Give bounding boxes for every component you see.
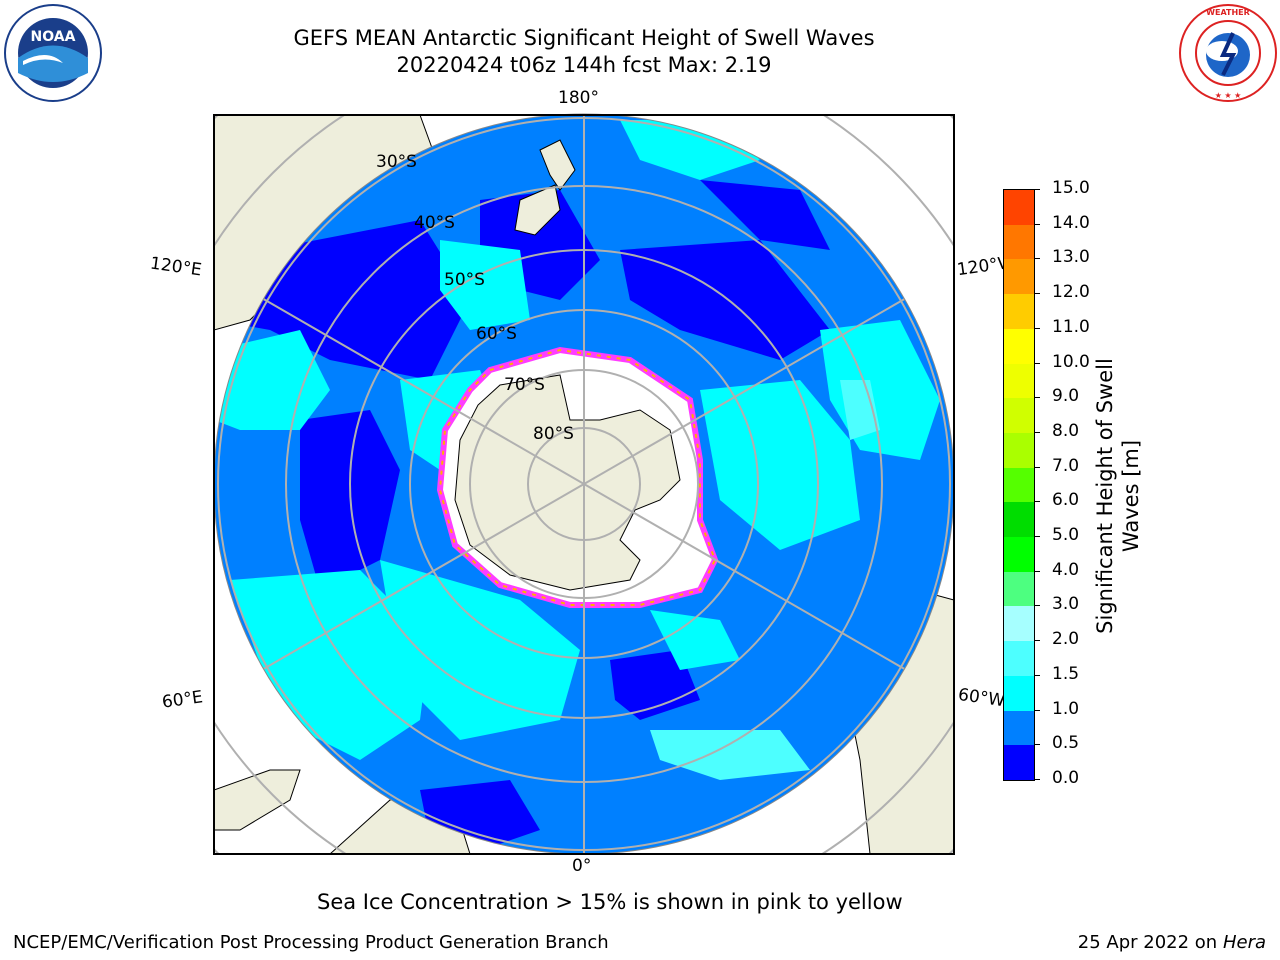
colorbar-segment xyxy=(1004,675,1034,711)
lat-label-70s: 70°S xyxy=(504,375,545,395)
colorbar-tick-label: 11.0 xyxy=(1052,316,1090,337)
colorbar-tick-label: 2.0 xyxy=(1052,629,1080,650)
svg-text:★ ★ ★: ★ ★ ★ xyxy=(1215,91,1242,100)
colorbar-segment xyxy=(1004,259,1034,295)
colorbar-tick-mark xyxy=(1034,605,1040,607)
colorbar-tick-mark xyxy=(1034,431,1040,433)
chart-title: GEFS MEAN Antarctic Significant Height o… xyxy=(293,26,875,50)
colorbar-tick-label: 12.0 xyxy=(1052,282,1090,303)
colorbar-tick-label: 14.0 xyxy=(1052,212,1090,233)
antarctica xyxy=(436,346,719,608)
lon-label-180: 180° xyxy=(558,88,599,108)
colorbar-tick-mark xyxy=(1034,501,1040,503)
colorbar-segment xyxy=(1004,571,1034,607)
colorbar-tick-mark xyxy=(1034,397,1040,399)
colorbar-tick-mark xyxy=(1034,744,1040,746)
colorbar-segment xyxy=(1004,190,1034,225)
colorbar-ticks: 0.0 0.5 1.0 1.5 2.0 3.0 4.0 5.0 6.0 7.0 8.0 9.0 10.0… xyxy=(1034,178,1094,788)
lat-label-60s: 60°S xyxy=(476,324,517,344)
footer-date: 25 Apr 2022 on Hera xyxy=(1078,932,1266,953)
colorbar-tick-mark xyxy=(1034,293,1040,295)
colorbar-segment xyxy=(1004,710,1034,746)
lat-label-40s: 40°S xyxy=(414,213,455,233)
colorbar-tick-label: 1.0 xyxy=(1052,698,1080,719)
colorbar-segment xyxy=(1004,294,1034,329)
colorbar xyxy=(1003,189,1035,781)
graticule xyxy=(217,114,951,854)
lat-label-30s: 30°S xyxy=(376,152,417,172)
colorbar-segment xyxy=(1004,224,1034,260)
colorbar-tick-mark xyxy=(1034,779,1040,780)
svg-text:WEATHER: WEATHER xyxy=(1206,8,1250,17)
colorbar-tick-label: 5.0 xyxy=(1052,525,1080,546)
sea-ice-caption: Sea Ice Concentration > 15% is shown in … xyxy=(317,890,903,914)
chart-subtitle: 20220424 t06z 144h fcst Max: 2.19 xyxy=(396,53,772,77)
footer-date-text: 25 Apr 2022 on xyxy=(1077,932,1223,953)
colorbar-segment xyxy=(1004,432,1034,468)
colorbar-tick-mark xyxy=(1034,258,1040,260)
noaa-logo: NOAA xyxy=(3,3,103,103)
colorbar-tick-mark xyxy=(1034,674,1040,676)
continents xyxy=(514,139,576,236)
lat-label-50s: 50°S xyxy=(444,270,485,290)
colorbar-tick-mark xyxy=(1034,466,1040,468)
colorbar-segment xyxy=(1004,745,1034,780)
lon-label-0: 0° xyxy=(572,856,592,876)
svg-text:NOAA: NOAA xyxy=(31,29,76,45)
colorbar-tick-label: 13.0 xyxy=(1052,247,1090,268)
colorbar-tick-label: 15.0 xyxy=(1052,178,1090,198)
colorbar-tick-mark xyxy=(1034,640,1040,642)
colorbar-tick-mark xyxy=(1034,362,1040,364)
colorbar-tick-mark xyxy=(1034,327,1040,329)
nws-logo: WEATHER ★ ★ ★ xyxy=(1178,3,1278,103)
colorbar-segment xyxy=(1004,502,1034,538)
colorbar-segment xyxy=(1004,328,1034,364)
lat-label-80s: 80°S xyxy=(533,424,574,444)
map-frame xyxy=(213,114,955,855)
colorbar-segment xyxy=(1004,641,1034,676)
colorbar-tick-label: 4.0 xyxy=(1052,559,1080,580)
colorbar-tick-mark xyxy=(1034,189,1040,190)
footer-credit: NCEP/EMC/Verification Post Processing Pr… xyxy=(13,932,609,953)
colorbar-segment xyxy=(1004,363,1034,399)
colorbar-segment xyxy=(1004,398,1034,433)
colorbar-tick-label: 10.0 xyxy=(1052,351,1090,372)
colorbar-tick-label: 8.0 xyxy=(1052,420,1080,441)
colorbar-tick-label: 0.0 xyxy=(1052,768,1080,788)
colorbar-tick-mark xyxy=(1034,709,1040,711)
footer-machine: Hera xyxy=(1222,932,1266,953)
colorbar-label: Significant Height of Swell Waves [m] xyxy=(1093,358,1143,634)
colorbar-tick-label: 0.5 xyxy=(1052,733,1080,754)
colorbar-tick-label: 3.0 xyxy=(1052,594,1080,615)
colorbar-tick-label: 9.0 xyxy=(1052,386,1080,407)
colorbar-tick-label: 1.5 xyxy=(1052,663,1080,684)
colorbar-segment xyxy=(1004,537,1034,572)
colorbar-segment xyxy=(1004,467,1034,503)
colorbar-tick-label: 6.0 xyxy=(1052,490,1080,511)
colorbar-tick-label: 7.0 xyxy=(1052,455,1080,476)
colorbar-tick-mark xyxy=(1034,536,1040,538)
colorbar-tick-mark xyxy=(1034,223,1040,225)
colorbar-segment xyxy=(1004,606,1034,642)
colorbar-tick-mark xyxy=(1034,570,1040,572)
